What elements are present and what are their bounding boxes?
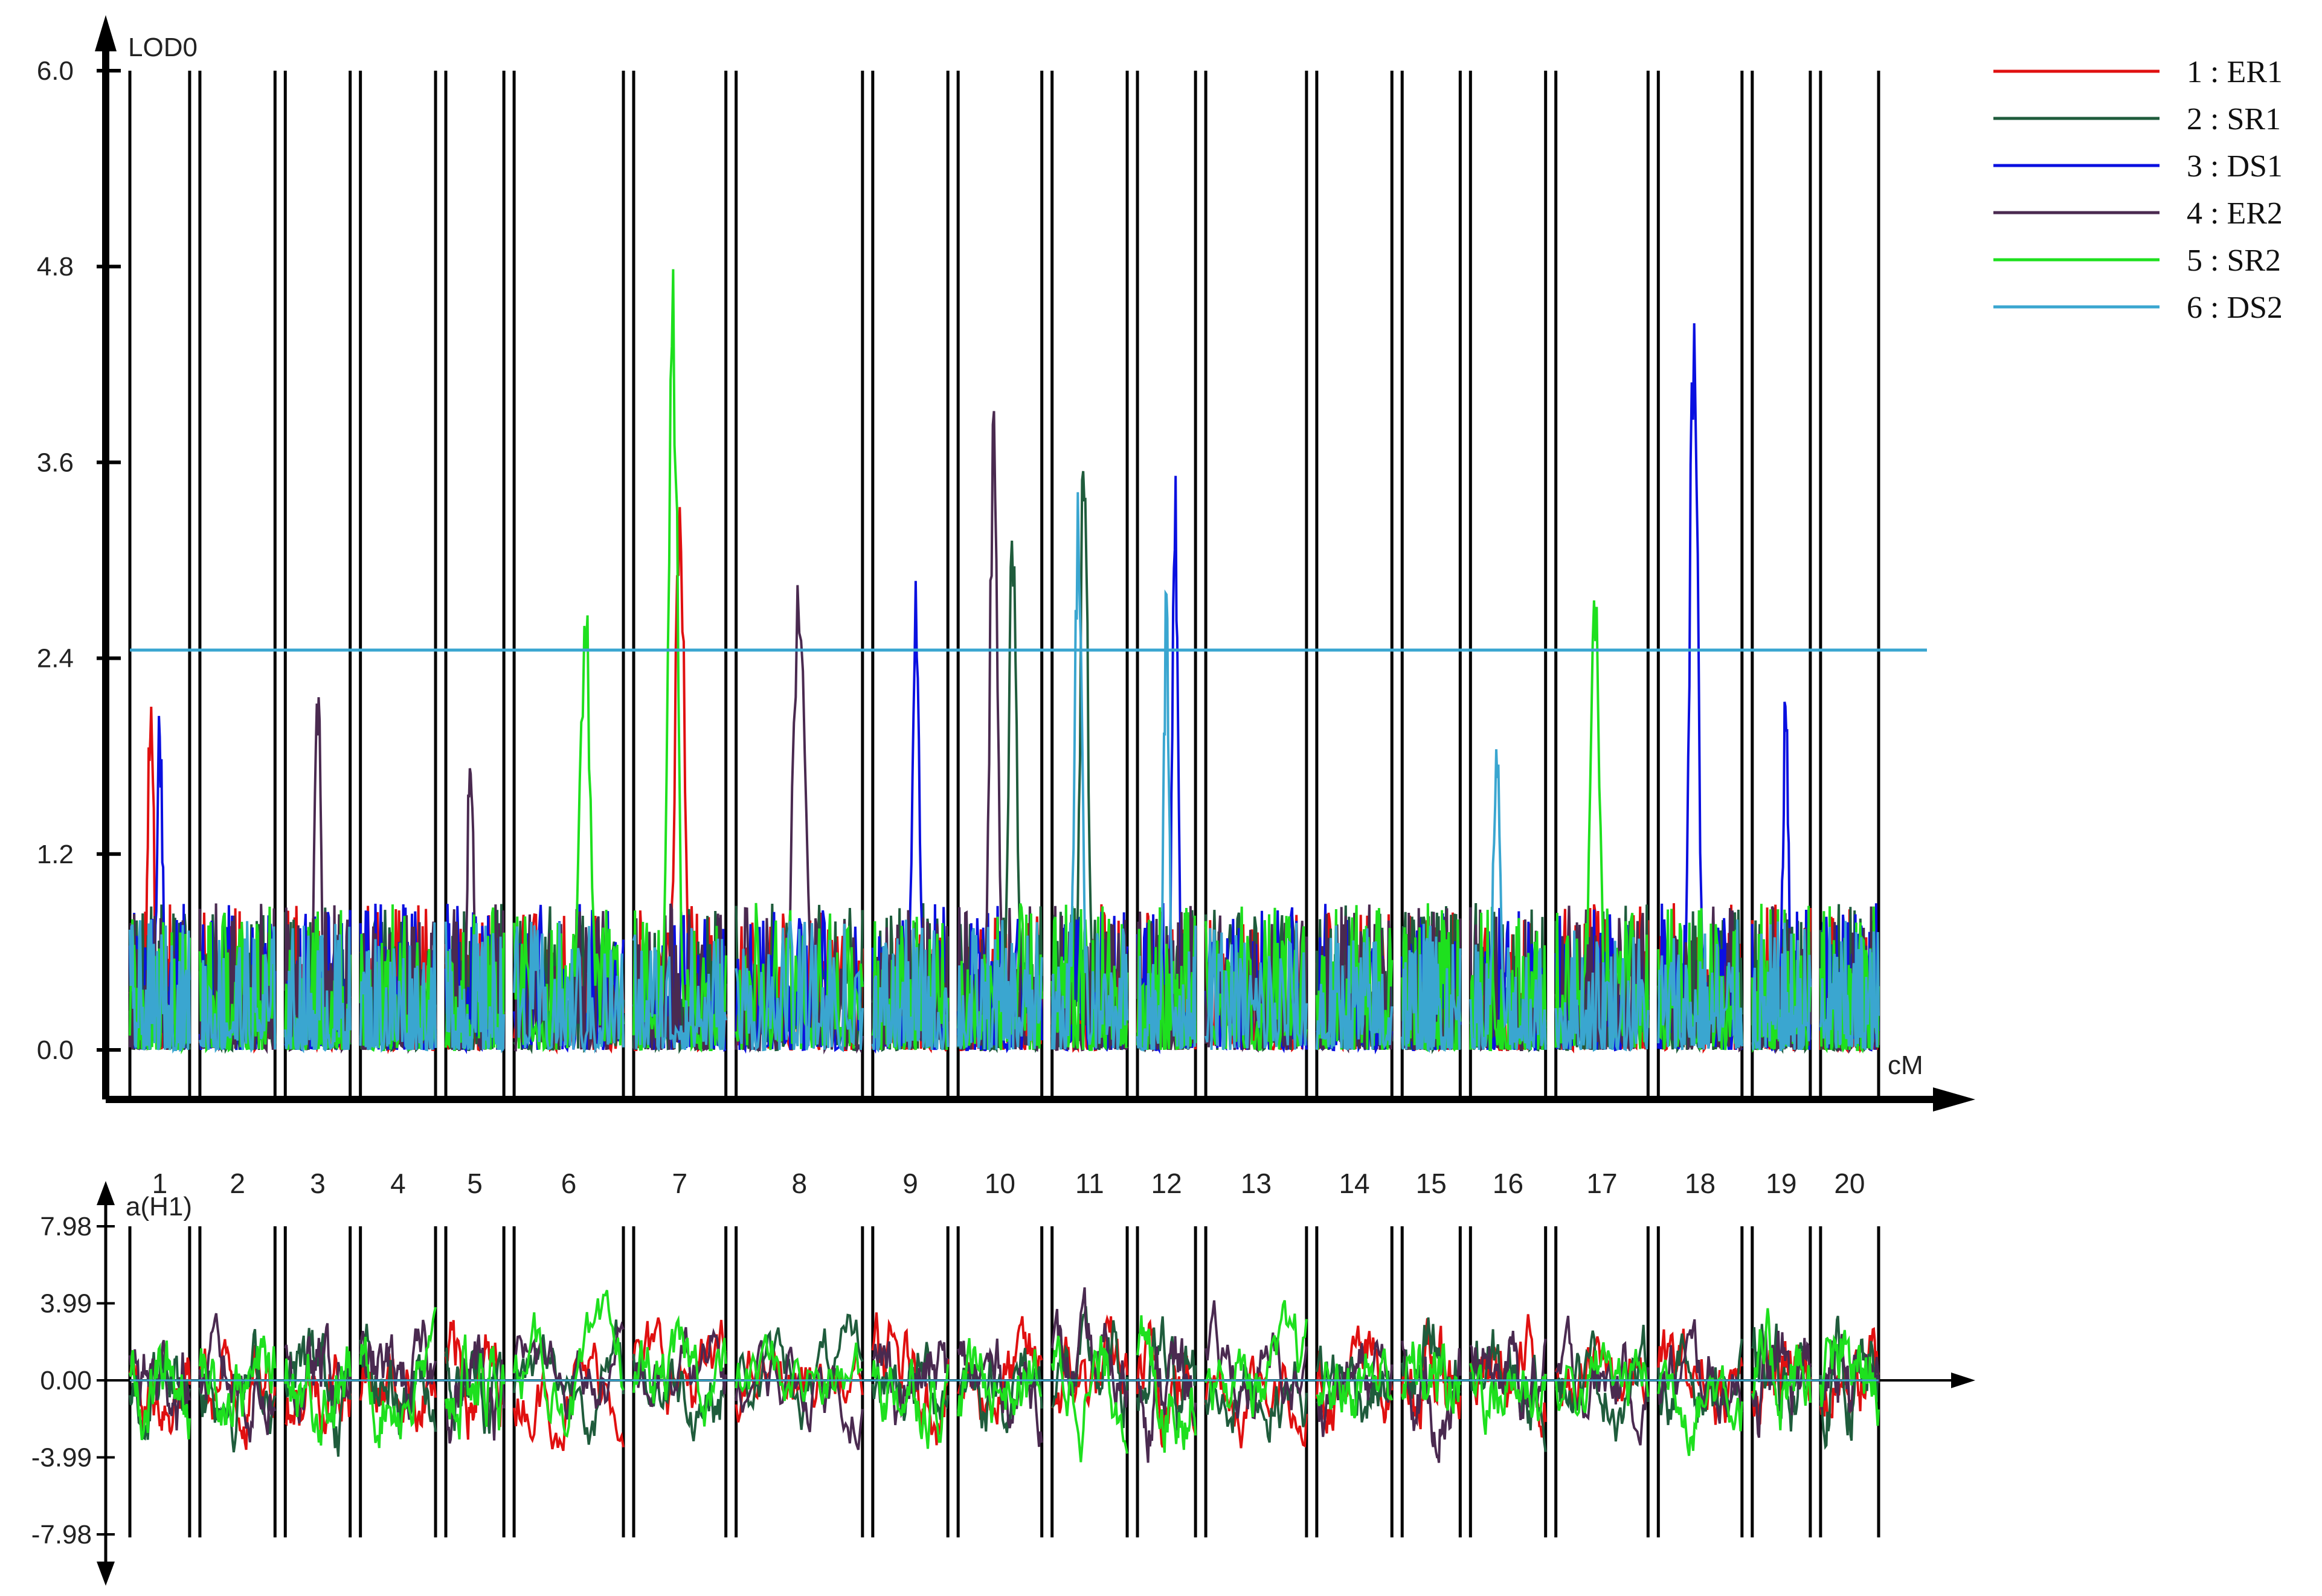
legend-entry: 4 : ER2 xyxy=(2187,196,2283,231)
y-tick-label: 3.6 xyxy=(37,448,74,477)
y-tick-label: 0.0 xyxy=(37,1035,74,1065)
chromosome-label: 11 xyxy=(1075,1168,1104,1199)
effect-y-tick-label: 3.99 xyxy=(40,1289,92,1319)
x-axis-arrow xyxy=(1933,1087,1975,1112)
effect-x-axis-arrow xyxy=(1951,1372,1975,1388)
effect-y-tick-label: 7.98 xyxy=(40,1212,92,1241)
chromosome-label: 20 xyxy=(1834,1168,1865,1199)
chromosome-label: 14 xyxy=(1339,1168,1369,1199)
effect-y-axis-arrow-down xyxy=(97,1562,115,1586)
legend-entry: 1 : ER1 xyxy=(2187,55,2283,89)
chromosome-label: 15 xyxy=(1416,1168,1447,1199)
chromosome-label: 9 xyxy=(902,1168,918,1199)
chromosome-label: 16 xyxy=(1493,1168,1523,1199)
chromosome-label: 7 xyxy=(672,1168,688,1199)
effect-line-sr2 xyxy=(129,1290,1880,1462)
chromosome-label: 10 xyxy=(985,1168,1015,1199)
legend-entry: 2 : SR1 xyxy=(2187,102,2281,137)
y-tick-label: 2.4 xyxy=(37,644,74,674)
series-line-ds2 xyxy=(129,492,1880,1054)
y-axis-arrow xyxy=(95,15,117,51)
chromosome-label: 18 xyxy=(1685,1168,1716,1199)
effect-y-tick-label: -7.98 xyxy=(31,1520,92,1549)
chromosome-label: 12 xyxy=(1151,1168,1182,1199)
y-tick-label: 4.8 xyxy=(37,252,74,282)
legend-entry: 5 : SR2 xyxy=(2187,243,2281,278)
chromosome-label: 13 xyxy=(1241,1168,1272,1199)
effect-y-axis-arrow xyxy=(97,1181,115,1205)
effect-y-tick-label: -3.99 xyxy=(31,1443,92,1473)
chromosome-label: 19 xyxy=(1766,1168,1796,1199)
effect-y-axis-title: a(H1) xyxy=(126,1192,192,1221)
chromosome-label: 6 xyxy=(561,1168,577,1199)
legend-entry: 6 : DS2 xyxy=(2187,291,2283,325)
chromosome-label: 8 xyxy=(791,1168,807,1199)
additive-effect-panel: a(H1) 7.98 3.99 0.00 -3.99 -7.98 xyxy=(31,1181,1975,1586)
chromosome-label: 17 xyxy=(1586,1168,1617,1199)
chromosome-label: 4 xyxy=(390,1168,406,1199)
y-axis-title: LOD0 xyxy=(128,33,198,62)
legend: 1 : ER1 2 : SR1 3 : DS1 4 : ER2 5 : SR2 6 : D… xyxy=(1993,55,2283,325)
chromosome-label: 5 xyxy=(467,1168,483,1199)
y-tick-label: 6.0 xyxy=(37,56,74,86)
chromosome-label: 3 xyxy=(310,1168,326,1199)
legend-entry: 3 : DS1 xyxy=(2187,149,2283,184)
y-tick-label: 1.2 xyxy=(37,840,74,869)
effect-y-tick-label: 0.00 xyxy=(40,1366,92,1395)
x-axis-title: cM xyxy=(1888,1051,1923,1080)
chromosome-label: 2 xyxy=(230,1168,245,1199)
chromosome-label: 1 xyxy=(152,1168,168,1199)
